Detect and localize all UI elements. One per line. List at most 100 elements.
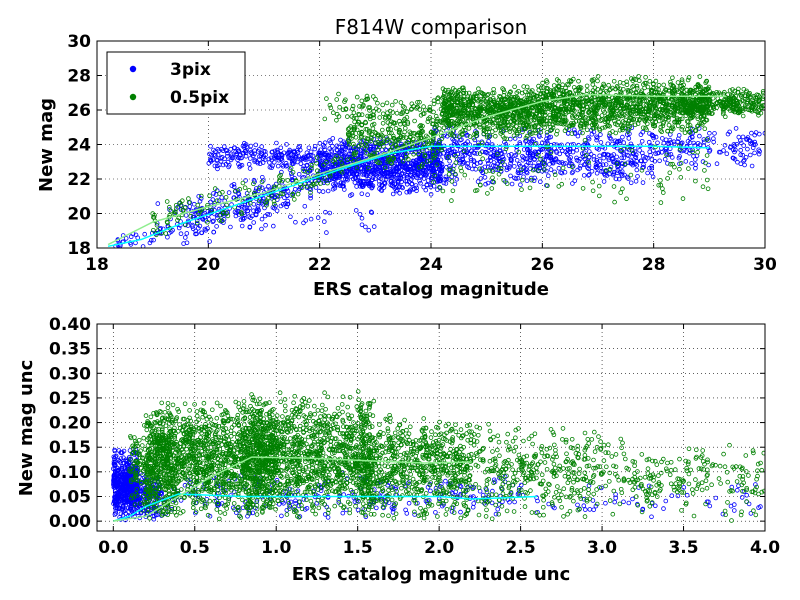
point-3pix (565, 152, 571, 158)
point-3pix (614, 139, 620, 145)
point-3pix (267, 212, 273, 217)
point-3pix (325, 188, 331, 194)
point-0.5pix (439, 147, 445, 153)
point-3pix (387, 167, 393, 172)
point-3pix (279, 169, 284, 175)
point-3pix (366, 227, 372, 233)
point-3pix (539, 147, 545, 152)
point-3pix (566, 156, 572, 162)
point-3pix (330, 136, 336, 141)
point-0.5pix (175, 218, 180, 223)
point-3pix (744, 137, 749, 142)
point-3pix (267, 164, 273, 170)
point-3pix (626, 136, 632, 141)
y-tick-label: 20 (67, 205, 91, 225)
point-3pix (555, 159, 561, 165)
point-3pix (330, 144, 335, 149)
point-3pix (293, 153, 299, 159)
point-3pix (297, 144, 303, 149)
point-3pix (270, 223, 276, 229)
point-0.5pix (219, 218, 225, 224)
point-3pix (229, 183, 235, 188)
point-0.5pix (339, 169, 345, 175)
point-3pix (619, 169, 625, 174)
point-0.5pix (404, 151, 409, 157)
point-3pix (194, 231, 199, 237)
point-3pix (344, 172, 350, 177)
point-3pix (433, 166, 439, 172)
point-0.5pix (176, 215, 182, 221)
point-3pix (500, 154, 506, 160)
point-3pix (578, 163, 583, 169)
point-3pix (422, 161, 428, 167)
point-3pix (208, 199, 214, 205)
point-3pix (211, 229, 217, 235)
y-tick-label: 28 (67, 67, 91, 87)
point-3pix (296, 145, 301, 150)
point-3pix (620, 161, 625, 167)
point-3pix (536, 160, 541, 166)
point-0.5pix (221, 210, 226, 215)
point-3pix (527, 157, 533, 163)
point-3pix (411, 165, 417, 170)
point-0.5pix (295, 191, 301, 197)
point-3pix (368, 183, 374, 188)
point-3pix (353, 208, 359, 213)
point-0.5pix (163, 231, 169, 236)
point-3pix (255, 188, 261, 194)
point-3pix (236, 161, 241, 167)
point-3pix (628, 180, 634, 186)
point-3pix (377, 165, 383, 171)
point-0.5pix (223, 195, 229, 200)
point-3pix (359, 222, 365, 228)
point-3pix (617, 140, 623, 145)
point-3pix (441, 180, 447, 186)
point-3pix (242, 212, 248, 217)
point-3pix (738, 140, 744, 146)
point-3pix (389, 175, 395, 181)
point-3pix (616, 176, 622, 182)
point-3pix (576, 142, 581, 148)
point-3pix (404, 174, 410, 180)
point-3pix (361, 172, 367, 177)
point-3pix (556, 165, 562, 171)
point-3pix (128, 242, 134, 247)
point-0.5pix (224, 210, 229, 216)
point-3pix (608, 136, 614, 142)
point-3pix (444, 176, 449, 182)
point-3pix (208, 143, 213, 149)
point-3pix (288, 214, 293, 220)
point-3pix (633, 161, 638, 167)
point-3pix (298, 161, 304, 167)
point-3pix (383, 176, 389, 182)
point-3pix (447, 158, 452, 164)
point-3pix (570, 181, 575, 186)
point-3pix (752, 139, 758, 145)
point-3pix (589, 131, 595, 137)
point-3pix (521, 155, 526, 160)
point-3pix (757, 149, 762, 154)
point-3pix (317, 150, 323, 156)
point-3pix (460, 161, 466, 166)
point-3pix (147, 240, 153, 246)
point-3pix (539, 140, 545, 146)
point-3pix (546, 153, 552, 159)
point-3pix (343, 176, 348, 182)
point-3pix (312, 146, 318, 152)
point-3pix (479, 166, 485, 172)
point-3pix (293, 155, 299, 160)
point-0.5pix (389, 102, 395, 108)
point-3pix (247, 224, 253, 230)
point-3pix (474, 161, 480, 166)
point-3pix (369, 210, 375, 215)
point-3pix (302, 204, 308, 209)
point-3pix (508, 161, 513, 166)
point-0.5pix (372, 130, 378, 135)
point-0.5pix (390, 144, 396, 149)
point-0.5pix (439, 136, 445, 142)
point-3pix (653, 134, 659, 140)
point-3pix (653, 151, 658, 156)
point-3pix (443, 181, 449, 186)
point-3pix (611, 171, 617, 177)
point-3pix (209, 152, 214, 158)
